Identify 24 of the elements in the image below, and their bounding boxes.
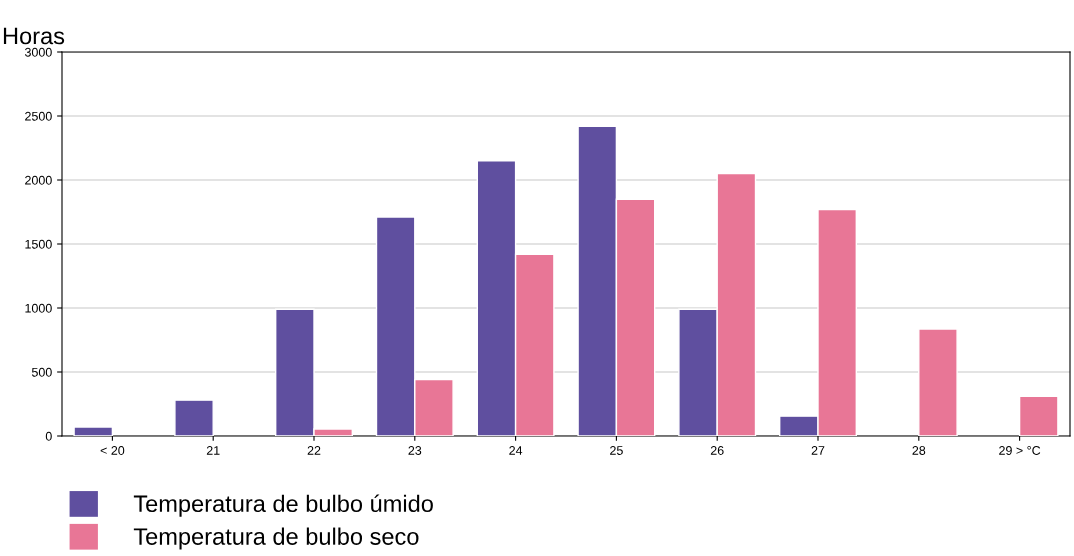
x-tick-label: 21 [206,446,220,455]
bar [1018,395,1059,436]
y-tick-label: 1000 [25,303,52,313]
x-tick-label: 29 > °C [999,446,1041,455]
x-tick-label: 22 [307,446,321,455]
y-tick-label: 0 [45,431,52,441]
x-tick-label: 28 [912,446,926,455]
legend-label: Temperatura de bulbo úmido [133,494,433,517]
legend-label: Temperatura de bulbo seco [133,527,419,550]
bar [73,426,114,436]
x-tick-label: 24 [509,446,523,455]
x-tick-label: 27 [811,446,825,455]
y-tick-label: 3000 [24,47,52,57]
x-tick-label: 25 [610,446,623,455]
y-tick-label: 500 [31,367,52,377]
bar [174,399,214,436]
y-tick-label: 2000 [25,175,52,185]
x-tick-label: 26 [710,446,724,455]
y-tick-label: 2500 [25,111,52,121]
y-axis-title: Horas [3,27,65,45]
y-tick-label: 1500 [25,239,52,249]
bar [918,328,958,436]
x-tick-label: < 20 [100,446,125,455]
x-tick-label: 23 [408,446,422,455]
